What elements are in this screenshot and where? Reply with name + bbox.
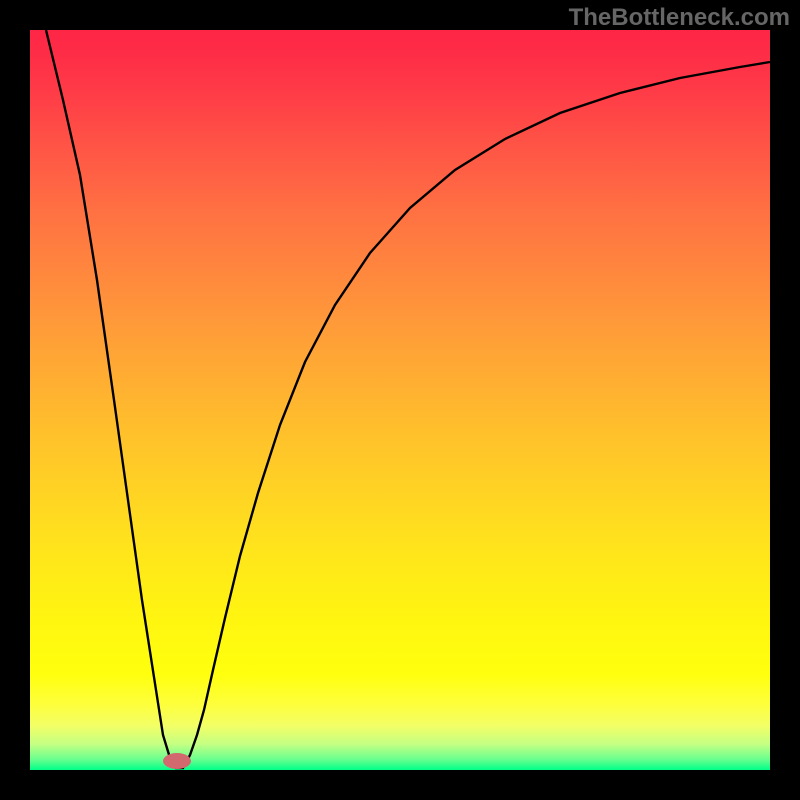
bottleneck-chart bbox=[0, 0, 800, 800]
watermark-text: TheBottleneck.com bbox=[569, 4, 790, 32]
optimal-point-marker bbox=[163, 753, 191, 769]
plot-area bbox=[30, 30, 770, 770]
chart-container: TheBottleneck.com bbox=[0, 0, 800, 800]
